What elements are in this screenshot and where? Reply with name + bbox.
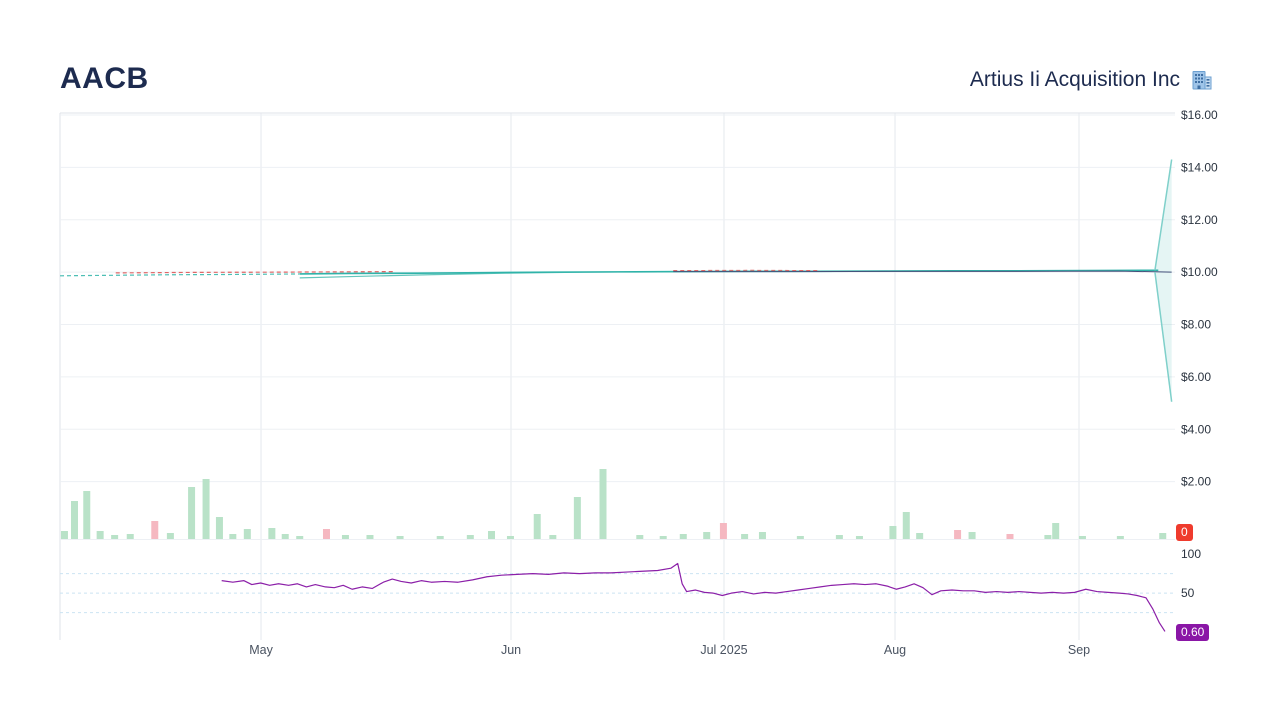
volume-bar: [229, 534, 237, 539]
price-axis-label: $4.00: [1181, 422, 1211, 436]
volume-bar: [188, 487, 196, 539]
company-name: Artius Ii Acquisition Inc: [969, 68, 1180, 91]
volume-bar: [281, 534, 289, 539]
indicator-last-badge: 0.60: [1176, 624, 1210, 641]
price-axis-label: $10.00: [1181, 265, 1218, 279]
volume-bar: [60, 531, 68, 539]
indicator-axis-label: 100: [1181, 547, 1201, 561]
price-axis-label: $14.00: [1181, 160, 1218, 174]
volume-bar: [166, 533, 174, 539]
volume-bar: [70, 501, 78, 539]
volume-bar: [968, 532, 976, 539]
volume-bar: [268, 528, 276, 539]
volume-bar: [855, 536, 863, 539]
volume-bar: [243, 529, 251, 539]
x-axis-label: May: [249, 643, 273, 657]
volume-bar: [506, 536, 514, 539]
volume-bar: [1078, 536, 1086, 539]
volume-bar: [835, 535, 843, 539]
price-axis-label: $16.00: [1181, 108, 1218, 122]
volume-bar: [1052, 523, 1060, 539]
volume-bar: [719, 523, 727, 539]
x-axis-label: Aug: [884, 643, 906, 657]
indicator-axis-label: 50: [1181, 586, 1195, 600]
volume-bar: [549, 535, 557, 539]
volume-bar: [741, 534, 749, 539]
volume-bar: [659, 536, 667, 539]
range-spike-down-line: [1154, 272, 1173, 402]
volume-bar: [1116, 536, 1124, 539]
x-axis-label: Jul 2025: [700, 643, 747, 657]
volume-bar: [111, 535, 119, 539]
volume-bar: [889, 526, 897, 539]
volume-bar: [573, 497, 581, 539]
price-range-fan: [1154, 159, 1172, 402]
volume-bar: [202, 479, 210, 539]
volume-bar: [488, 531, 496, 539]
volume-bar: [954, 530, 962, 539]
volume-bar: [916, 533, 924, 539]
volume-bar: [466, 535, 474, 539]
volume-bar: [679, 534, 687, 539]
volume-bar: [796, 536, 804, 539]
volume-bar: [341, 535, 349, 539]
x-axis-label: Sep: [1068, 643, 1090, 657]
volume-bar: [126, 534, 134, 539]
volume-bar: [322, 529, 330, 539]
volume-bar: [636, 535, 644, 539]
indicator-line: [221, 562, 1166, 632]
pre-listing-dashed-teal-line: [59, 273, 300, 277]
building-icon: [1192, 71, 1212, 90]
company-header: Artius Ii Acquisition Inc: [970, 68, 1214, 92]
volume-bar: [83, 491, 91, 539]
volume-bar: [151, 521, 159, 539]
price-axis-label: $6.00: [1181, 370, 1211, 384]
volume-bar: [1006, 534, 1014, 539]
volume-bar: [396, 536, 404, 539]
volume-bar: [96, 531, 104, 539]
volume-bar: [599, 469, 607, 539]
volume-bar: [703, 532, 711, 539]
range-spike-up-line: [1154, 159, 1173, 271]
price-axis-label: $12.00: [1181, 213, 1218, 227]
price-axis-label: $8.00: [1181, 318, 1211, 332]
volume-bar: [902, 512, 910, 539]
volume-last-badge: 0: [1176, 524, 1193, 541]
volume-bar: [366, 535, 374, 539]
volume-bar: [1044, 535, 1052, 539]
price-axis-label: $2.00: [1181, 475, 1211, 489]
price-overlay-navy-line: [673, 270, 1172, 273]
volume-bar: [215, 517, 223, 539]
x-axis-label: Jun: [501, 643, 521, 657]
volume-bar: [436, 536, 444, 539]
volume-bar: [533, 514, 541, 539]
volume-bar: [758, 532, 766, 539]
ticker-symbol: AACB: [60, 62, 149, 95]
pre-listing-dashed-red-line: [115, 271, 395, 274]
volume-bar: [296, 536, 304, 539]
volume-bar: [1159, 533, 1167, 539]
